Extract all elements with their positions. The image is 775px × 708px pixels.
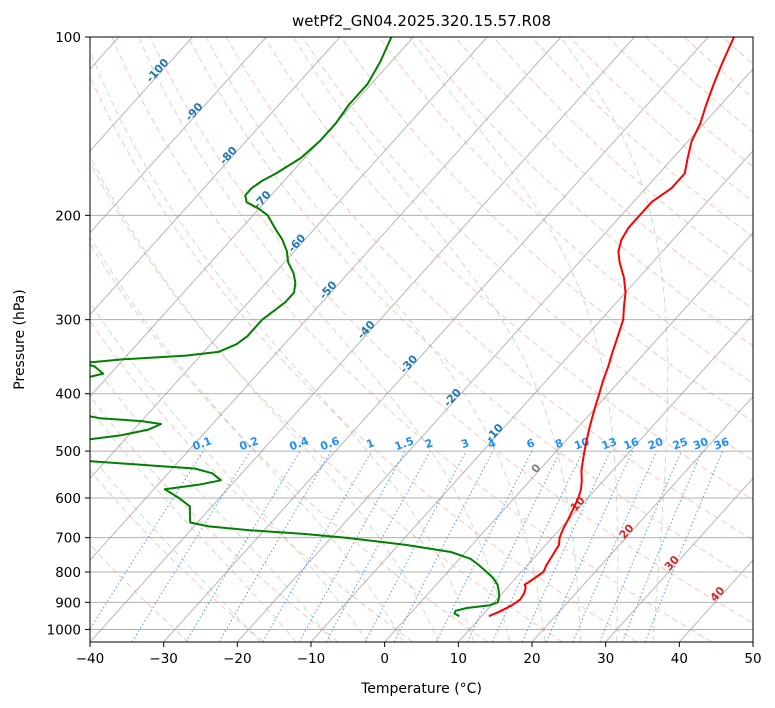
isotherm-line xyxy=(90,37,635,642)
isotherm-line xyxy=(531,395,753,642)
mixing-ratio-label: 30 xyxy=(691,435,710,453)
x-axis-label: Temperature (°C) xyxy=(360,681,482,697)
mixing-ratio-line xyxy=(298,450,406,642)
isotherm-line xyxy=(384,231,753,642)
mixing-ratio-label: 0.6 xyxy=(318,434,341,453)
profile-line-dewpoint xyxy=(90,37,501,618)
mixing-ratio-label: 0.2 xyxy=(238,434,261,453)
x-tick-label: −30 xyxy=(149,651,178,667)
isotherm-line xyxy=(605,477,753,642)
dry-adiabat-line xyxy=(149,37,753,624)
isotherm-line xyxy=(90,37,562,561)
mixing-ratio-line xyxy=(131,450,251,642)
dry-adiabat-line xyxy=(90,161,563,642)
mixing-ratio-label: 4 xyxy=(486,436,498,451)
x-axis: −40 −30 −20 −10 0 10 20 30 40 50 xyxy=(76,642,762,667)
x-tick-label: 50 xyxy=(744,651,761,667)
series-layer xyxy=(90,37,735,618)
isotherm-line xyxy=(90,37,267,234)
mixing-ratio-line xyxy=(364,450,467,642)
mixing-ratio-label: 3 xyxy=(459,436,471,451)
x-tick-label: 10 xyxy=(450,651,467,667)
isotherm-line xyxy=(457,313,753,642)
y-tick-label: 100 xyxy=(55,30,81,46)
mixing-ratio-line xyxy=(572,450,658,642)
isotherm-line xyxy=(310,150,753,642)
moist-adiabat-line xyxy=(560,37,669,642)
isotherm-line xyxy=(90,37,488,480)
mixing-ratio-line xyxy=(644,450,724,642)
x-tick-label: 40 xyxy=(671,651,688,667)
y-tick-label: 500 xyxy=(55,444,81,460)
y-tick-label: 400 xyxy=(55,387,81,403)
mixing-ratio-label: 13 xyxy=(600,435,619,452)
moist-adiabat-line xyxy=(90,301,369,642)
dry-adiabat-line xyxy=(90,242,488,642)
plot-frame xyxy=(89,36,754,643)
mixing-ratio-label: 2 xyxy=(423,436,435,451)
x-tick-label: −10 xyxy=(297,651,326,667)
mixing-ratio-label: 36 xyxy=(712,435,731,453)
mixing-ratio-label: 0.4 xyxy=(288,434,311,453)
mixing-ratio-label: 16 xyxy=(622,435,641,453)
y-axis-label: Pressure (hPa) xyxy=(12,289,28,389)
mixing-ratio-label: 20 xyxy=(646,435,665,453)
moist-adiabat-line xyxy=(90,155,439,642)
moist-adiabat-line xyxy=(408,37,619,642)
mixing-ratio-line xyxy=(435,450,533,642)
dry-adiabat-line xyxy=(90,543,190,642)
mixing-ratio-label: 6 xyxy=(525,436,537,451)
mixing-ratio-line xyxy=(621,450,703,642)
mixing-ratio-label: 1 xyxy=(365,436,377,451)
mixing-ratio-line xyxy=(90,450,204,630)
y-tick-label: 300 xyxy=(55,313,81,329)
dry-adiabat-line xyxy=(90,395,339,642)
dry-adiabat-line xyxy=(90,469,264,642)
y-tick-label: 200 xyxy=(55,208,81,224)
mixing-ratio-label: 25 xyxy=(671,435,690,452)
moist-adiabat-line xyxy=(90,358,333,642)
y-tick-label: 700 xyxy=(55,531,81,547)
y-tick-label: 800 xyxy=(55,565,81,581)
moist-adiabat-line xyxy=(90,235,404,642)
isotherm-line xyxy=(90,37,341,316)
y-tick-label: 900 xyxy=(55,595,81,611)
dry-adiabat-line xyxy=(416,37,753,347)
mixing-ratio-line xyxy=(599,450,682,642)
mixing-ratio-label: 8 xyxy=(553,436,565,451)
moist-adiabat-line xyxy=(90,453,261,642)
profile-line-temperature xyxy=(488,37,735,618)
isotherm-line xyxy=(163,37,709,642)
mixing-ratio-label: 0.1 xyxy=(191,434,214,453)
chart-title: wetPf2_GN04.2025.320.15.57.R08 xyxy=(292,12,551,31)
moist-adiabat-line xyxy=(205,37,546,642)
mixing-ratio-line xyxy=(545,450,633,642)
y-axis: 100 200 300 400 500 600 700 800 900 1000 xyxy=(47,30,90,638)
y-tick-label: 600 xyxy=(55,491,81,507)
moist-adiabat-line xyxy=(90,49,475,642)
isotherm-line xyxy=(90,37,193,152)
mixing-ratio-line xyxy=(325,450,431,642)
y-tick-label: 1000 xyxy=(47,622,81,638)
x-tick-label: −40 xyxy=(76,651,105,667)
x-tick-label: −20 xyxy=(223,651,252,667)
mixing-ratio-label: 1.5 xyxy=(393,434,416,453)
dry-adiabat-line xyxy=(454,37,753,310)
moist-adiabat-line xyxy=(293,37,582,642)
x-tick-label: 30 xyxy=(597,651,614,667)
x-tick-label: 20 xyxy=(523,651,540,667)
x-tick-label: 0 xyxy=(380,651,389,667)
isotherm-line xyxy=(236,68,753,642)
